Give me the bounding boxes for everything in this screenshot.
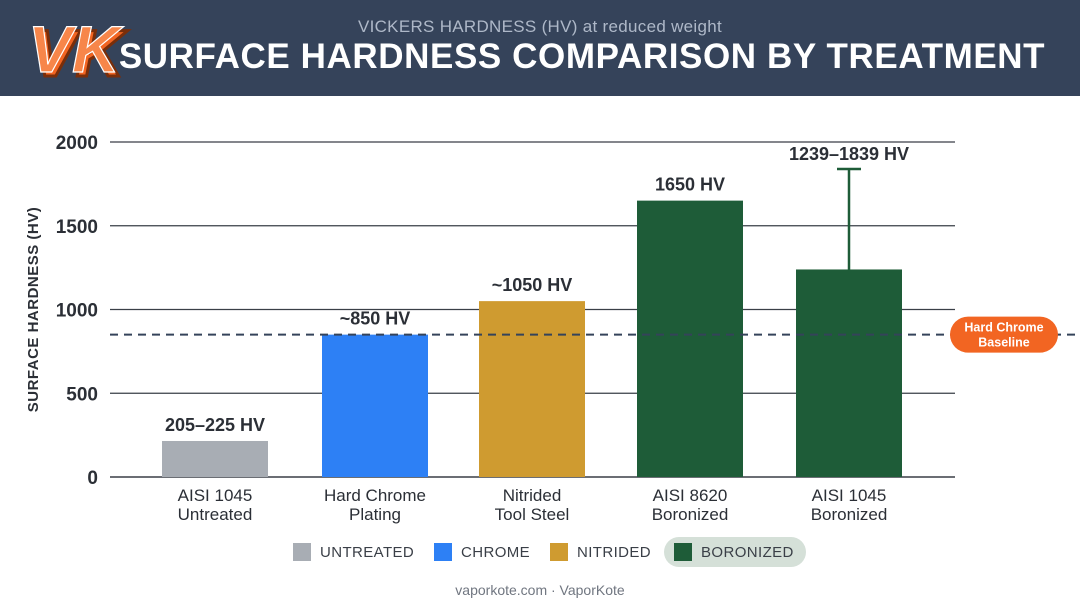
data-label: 1650 HV xyxy=(655,175,725,195)
bar xyxy=(162,440,268,477)
bar xyxy=(322,334,428,477)
y-tick-label: 1000 xyxy=(56,301,98,322)
legend-swatch-untreated xyxy=(293,543,311,561)
y-tick-label: 500 xyxy=(66,384,98,405)
data-label: ~1050 HV xyxy=(492,275,573,295)
reference-label: Hard Chrome xyxy=(964,321,1043,335)
reference-label: Baseline xyxy=(978,336,1029,350)
vk-logo-shadow: VK xyxy=(32,16,128,86)
data-label: 205–225 HV xyxy=(165,415,265,435)
chart-title: SURFACE HARDNESS COMPARISON BY TREATMENT xyxy=(118,37,1046,76)
x-tick-label: AISI 1045 xyxy=(178,486,253,505)
legend-swatch-boronized xyxy=(674,543,692,561)
header-banner: VK VK VICKERS HARDNESS (HV) at reduced w… xyxy=(0,0,1080,96)
legend-label-chrome: CHROME xyxy=(461,543,531,561)
hardness-bar-chart: 0 500 1000 1500 2000 SURFACE HARDNESS (HV) 205… xyxy=(25,133,1075,524)
x-tick-label: AISI 1045 xyxy=(812,486,887,505)
legend-item-nitrided: NITRIDED xyxy=(550,537,651,567)
y-tick-label: 0 xyxy=(87,468,98,489)
x-tick-label: Hard Chrome xyxy=(324,486,426,505)
x-tick-label: Nitrided xyxy=(503,486,562,505)
legend-label-untreated: UNTREATED xyxy=(320,543,415,561)
bar xyxy=(796,269,902,477)
x-tick-label: AISI 8620 xyxy=(653,486,728,505)
bar xyxy=(637,200,743,477)
y-axis-label: SURFACE HARDNESS (HV) xyxy=(25,207,42,413)
data-label: 1239–1839 HV xyxy=(789,144,909,164)
vk-logo: VK VK xyxy=(27,11,129,86)
data-label: ~850 HV xyxy=(340,309,411,329)
chart-subtitle: VICKERS HARDNESS (HV) at reduced weight xyxy=(357,17,723,36)
legend-swatch-nitrided xyxy=(550,543,568,561)
chart-legend: UNTREATED CHROME NITRIDED BORONIZED xyxy=(0,537,1080,567)
legend-label-boronized: BORONIZED xyxy=(701,543,794,561)
x-tick-label: Boronized xyxy=(811,505,888,524)
legend-swatch-chrome xyxy=(434,543,452,561)
x-tick-label: Plating xyxy=(349,505,401,524)
x-tick-label: Tool Steel xyxy=(495,505,570,524)
x-tick-label: Untreated xyxy=(178,505,253,524)
legend-item-chrome: CHROME xyxy=(434,537,530,567)
reference-badge xyxy=(950,316,1058,353)
bar xyxy=(479,301,585,477)
vk-logo-text: VK xyxy=(28,12,124,86)
legend-item-boronized: BORONIZED xyxy=(664,537,806,567)
legend-label-nitrided: NITRIDED xyxy=(577,543,652,561)
x-tick-label: Boronized xyxy=(652,505,729,524)
legend-item-untreated: UNTREATED xyxy=(293,537,414,567)
footer-credit: vaporkote.com · VaporKote xyxy=(455,582,625,598)
y-tick-label: 1500 xyxy=(56,217,98,238)
y-tick-label: 2000 xyxy=(56,133,98,154)
